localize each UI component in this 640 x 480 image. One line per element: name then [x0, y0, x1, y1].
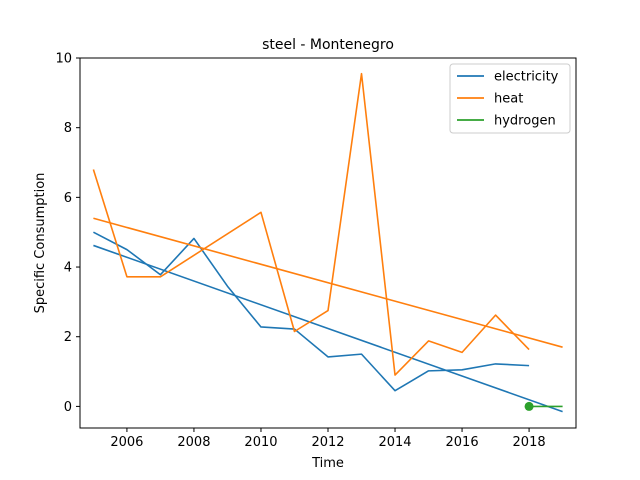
hydrogen-data-point [524, 401, 534, 411]
x-tick-label: 2014 [378, 435, 411, 450]
x-tick-label: 2016 [446, 435, 479, 450]
x-axis-ticks: 2006 2008 2010 2012 2014 2016 2018 [110, 428, 546, 450]
chart-title: steel - Montenegro [262, 37, 394, 53]
x-axis-label: Time [311, 456, 344, 471]
legend-label-electricity: electricity [494, 70, 559, 85]
y-tick-label: 10 [55, 52, 72, 67]
electricity-trend-line [93, 244, 563, 413]
x-tick-label: 2006 [110, 435, 143, 450]
x-tick-label: 2010 [244, 435, 277, 450]
y-tick-label: 8 [64, 121, 72, 136]
x-tick-label: 2012 [311, 435, 344, 450]
y-axis-ticks: 0 2 4 6 8 10 [55, 52, 80, 415]
x-tick-label: 2008 [177, 435, 210, 450]
legend: electricity heat hydrogen [449, 63, 571, 134]
y-tick-label: 2 [64, 330, 72, 345]
heat-series-line [92, 72, 530, 376]
y-tick-label: 6 [64, 191, 72, 206]
y-tick-label: 0 [64, 400, 72, 415]
legend-box [449, 63, 571, 134]
legend-label-heat: heat [494, 92, 523, 107]
heat-trend-line [93, 217, 563, 348]
electricity-series-line [93, 231, 530, 392]
legend-label-hydrogen: hydrogen [494, 114, 556, 129]
y-tick-label: 4 [64, 261, 72, 276]
x-tick-label: 2018 [513, 435, 546, 450]
y-axis-label: Specific Consumption [33, 173, 48, 314]
